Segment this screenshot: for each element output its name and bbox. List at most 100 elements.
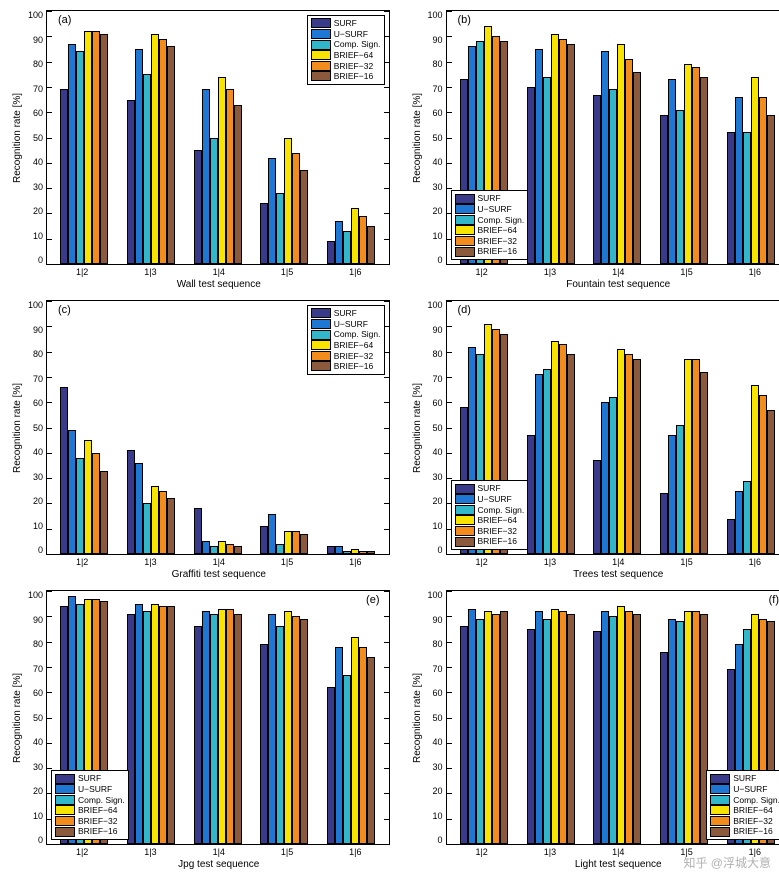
bar: [684, 611, 692, 844]
y-tick: 50: [425, 713, 443, 723]
chart-panel: (b)Recognition rate [%]01020304050607080…: [410, 10, 779, 290]
bar: [343, 675, 351, 845]
x-axis-label: Light test sequence: [448, 857, 779, 870]
bar-group: [127, 591, 175, 844]
y-axis-label: Recognition rate [%]: [10, 10, 25, 265]
bar: [668, 435, 676, 554]
y-tick: 70: [25, 84, 43, 94]
legend-label: Comp. Sign.: [334, 329, 381, 340]
legend-item: SURF: [455, 193, 525, 204]
y-tick: 60: [25, 108, 43, 118]
bar-group: [260, 301, 308, 554]
y-tick: 10: [425, 811, 443, 821]
x-tick: 1|5: [680, 267, 692, 277]
legend-label: BRIEF−64: [78, 805, 117, 816]
legend-item: SURF: [710, 773, 779, 784]
y-tick: 0: [425, 545, 443, 555]
legend-label: BRIEF−32: [733, 816, 772, 827]
legend-label: SURF: [334, 18, 357, 29]
legend-swatch: [311, 308, 331, 318]
legend: SURFU−SURFComp. Sign.BRIEF−64BRIEF−32BRI…: [451, 480, 529, 550]
legend-item: Comp. Sign.: [455, 505, 525, 516]
x-axis-label: Fountain test sequence: [448, 277, 779, 290]
legend-swatch: [455, 215, 475, 225]
x-tick: 1|4: [213, 557, 225, 567]
legend-label: BRIEF−16: [334, 361, 373, 372]
bar: [351, 637, 359, 844]
legend-swatch: [311, 361, 331, 371]
legend-label: Comp. Sign.: [78, 795, 125, 806]
bar: [151, 604, 159, 844]
bar: [159, 491, 167, 554]
legend-swatch: [55, 805, 75, 815]
x-tick: 1|6: [349, 557, 361, 567]
x-tick: 1|6: [349, 267, 361, 277]
y-tick: 30: [425, 762, 443, 772]
y-tick: 10: [25, 521, 43, 531]
legend-label: BRIEF−64: [334, 50, 373, 61]
bar-group: [727, 301, 775, 554]
y-tick: 100: [25, 590, 43, 600]
legend-swatch: [311, 319, 331, 329]
bar: [202, 89, 210, 264]
y-tick: 30: [425, 472, 443, 482]
y-tick-labels: 0102030405060708090100: [25, 10, 46, 265]
y-tick: 0: [425, 835, 443, 845]
bar: [559, 39, 567, 264]
bar: [767, 115, 775, 264]
x-tick: 1|3: [144, 847, 156, 857]
bar: [684, 64, 692, 264]
legend-label: U−SURF: [334, 29, 368, 40]
y-tick: 20: [25, 496, 43, 506]
x-axis-label: Wall test sequence: [48, 277, 390, 290]
x-tick: 1|2: [76, 267, 88, 277]
legend-swatch: [455, 194, 475, 204]
bar: [551, 609, 559, 844]
legend-swatch: [455, 515, 475, 525]
legend-label: SURF: [478, 483, 501, 494]
legend-swatch: [455, 204, 475, 214]
legend-label: BRIEF−32: [478, 236, 517, 247]
y-axis-label: Recognition rate [%]: [410, 10, 425, 265]
legend-label: U−SURF: [478, 204, 512, 215]
bar: [759, 97, 767, 264]
legend-swatch: [55, 827, 75, 837]
legend-label: BRIEF−64: [478, 515, 517, 526]
bar: [625, 611, 633, 844]
legend-item: BRIEF−64: [455, 515, 525, 526]
panel-letter: (d): [456, 304, 473, 316]
legend-swatch: [710, 774, 730, 784]
bar: [609, 89, 617, 264]
bar: [276, 544, 284, 554]
legend-swatch: [455, 494, 475, 504]
chart-panel: (f)Recognition rate [%]01020304050607080…: [410, 590, 779, 870]
legend-item: U−SURF: [455, 204, 525, 215]
legend-item: BRIEF−16: [455, 246, 525, 257]
bar: [260, 526, 268, 554]
bar: [692, 359, 700, 554]
y-axis-label: Recognition rate [%]: [10, 590, 25, 845]
x-tick: 1|2: [475, 847, 487, 857]
bar: [735, 491, 743, 554]
bar: [210, 138, 218, 265]
bar: [284, 138, 292, 265]
bar: [292, 531, 300, 554]
bar: [343, 231, 351, 264]
y-tick: 80: [25, 639, 43, 649]
y-tick: 90: [25, 35, 43, 45]
legend-swatch: [311, 18, 331, 28]
bar: [226, 89, 234, 264]
x-tick: 1|6: [349, 847, 361, 857]
chart-panel: (c)Recognition rate [%]01020304050607080…: [10, 300, 390, 580]
legend-item: BRIEF−32: [455, 526, 525, 537]
legend-swatch: [311, 330, 331, 340]
y-tick: 40: [25, 157, 43, 167]
bar: [660, 493, 668, 554]
bar: [359, 551, 367, 554]
y-tick: 10: [425, 231, 443, 241]
y-tick: 60: [425, 108, 443, 118]
bar: [292, 616, 300, 844]
legend-swatch: [55, 774, 75, 784]
plot-area: SURFU−SURFComp. Sign.BRIEF−64BRIEF−32BRI…: [46, 300, 390, 555]
x-tick: 1|6: [749, 557, 761, 567]
